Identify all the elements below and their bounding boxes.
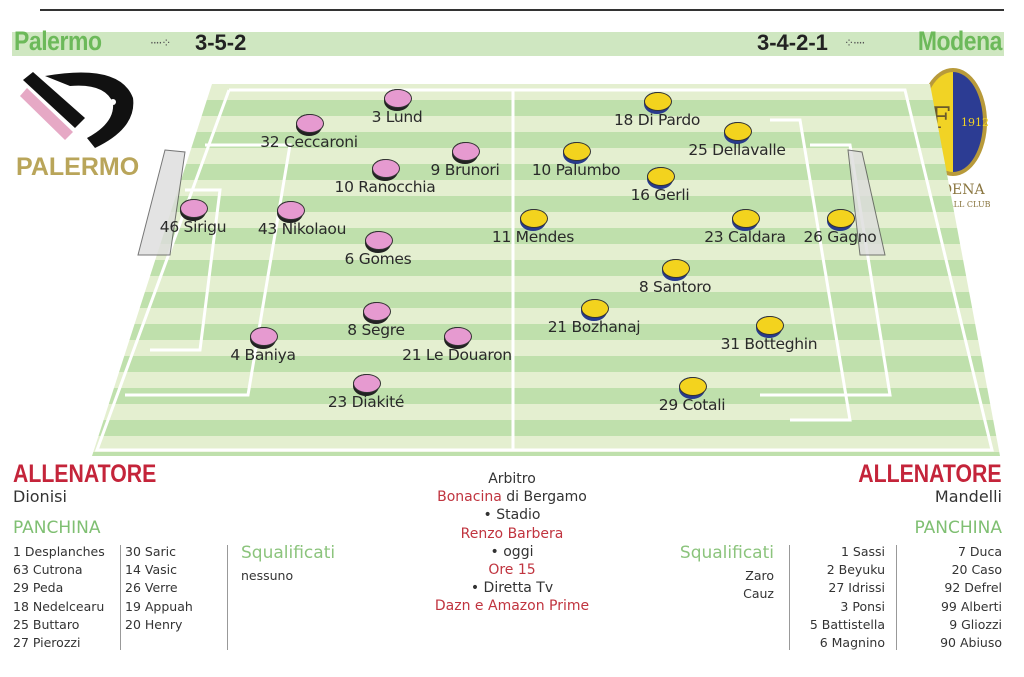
away-suspended-list: Zaro Cauz	[743, 568, 774, 602]
home-suspended-list: nessuno	[241, 568, 294, 583]
player-label: 9 Brunori	[430, 161, 500, 179]
player-marker	[384, 89, 412, 111]
away-bench-heading: PANCHINA	[914, 518, 1002, 538]
player-marker	[647, 167, 675, 189]
home-suspended-heading: Squalificati	[241, 543, 336, 563]
player-label: 6 Gomes	[344, 250, 412, 268]
divider	[789, 545, 790, 650]
player-label: 16 Gerli	[630, 186, 690, 204]
player-label: 29 Cotali	[658, 396, 726, 414]
away-suspended-heading: Squalificati	[679, 543, 774, 563]
match-info: Arbitro Bonacina di Bergamo • Stadio Ren…	[380, 470, 644, 616]
player-label: 8 Segre	[347, 321, 405, 339]
player-label: 18 Di Pardo	[613, 111, 701, 129]
player-label: 11 Mendes	[491, 228, 575, 246]
player-label: 10 Palumbo	[531, 161, 621, 179]
player-label: 10 Ranocchia	[334, 178, 436, 196]
referee-label: Arbitro	[488, 471, 536, 487]
player-marker	[180, 199, 208, 221]
away-coach: Mandelli	[934, 487, 1002, 506]
palermo-logo-text: PALERMO	[16, 153, 140, 181]
player-label: 32 Ceccaroni	[260, 133, 358, 151]
away-goal-icon	[847, 149, 886, 256]
divider	[227, 545, 228, 650]
player-marker	[520, 209, 548, 231]
player-marker	[756, 316, 784, 338]
referee-name: Bonacina	[437, 489, 502, 506]
player-marker	[452, 142, 480, 164]
referee-origin: di Bergamo	[506, 489, 587, 506]
player-marker	[679, 377, 707, 399]
away-coach-heading: ALLENATORE	[858, 460, 1002, 488]
date-label: • oggi	[490, 543, 534, 560]
home-bench-col2: 30 Saric 14 Vasic 26 Verre 19 Appuah 20 Henr…	[125, 544, 193, 632]
home-formation: 3-5-2	[195, 30, 247, 55]
player-label: 25 Dellavalle	[688, 141, 786, 159]
home-coach: Dionisi	[13, 487, 67, 506]
player-marker	[365, 231, 393, 253]
tv-label: • Diretta Tv	[470, 580, 554, 597]
player-marker	[363, 302, 391, 324]
stadium-name: Renzo Barbera	[460, 525, 564, 542]
palermo-logo	[15, 68, 140, 158]
modena-logo-subtext: FOOTBALL CLUB	[918, 200, 991, 209]
formation-arrow-icon: ····⁘	[150, 36, 171, 50]
player-marker	[644, 92, 672, 114]
top-rule	[40, 9, 1004, 11]
player-marker	[353, 374, 381, 396]
away-formation: 3-4-2-1	[757, 30, 828, 55]
player-label: 26 Gagno	[803, 228, 877, 246]
formation-arrow-icon: ⁘····	[844, 36, 865, 50]
divider	[896, 545, 897, 650]
home-bench-col1: 1 Desplanches 63 Cutrona 29 Peda 18 Nedelce…	[13, 544, 105, 651]
player-marker	[250, 327, 278, 349]
player-label: 23 Caldara	[704, 228, 786, 246]
player-marker	[732, 209, 760, 231]
away-bench-col1: 1 Sassi 2 Beyuku 27 Idrissi 3 Ponsi 5 Battis…	[809, 544, 885, 651]
player-label: 4 Baniya	[230, 346, 296, 364]
player-marker	[372, 159, 400, 181]
player-label: 3 Lund	[371, 108, 423, 126]
player-label: 23 Diakité	[327, 393, 405, 411]
player-label: 21 Bozhanaj	[547, 318, 641, 336]
tv-broadcaster: Dazn e Amazon Prime	[434, 598, 590, 615]
divider	[120, 545, 121, 650]
player-label: 46 Sirigu	[159, 218, 227, 236]
stadium-label: • Stadio	[483, 507, 541, 524]
home-bench-heading: PANCHINA	[13, 518, 101, 538]
player-marker	[581, 299, 609, 321]
player-marker	[827, 209, 855, 231]
home-goal-icon	[137, 149, 186, 256]
player-label: 43 Nikolaou	[257, 220, 347, 238]
player-label: 21 Le Douaron	[402, 346, 512, 364]
away-team-name: Modena	[917, 26, 1003, 56]
player-marker	[724, 122, 752, 144]
player-marker	[277, 201, 305, 223]
modena-logo-year: 1912	[961, 116, 989, 129]
player-label: 31 Botteghin	[720, 335, 818, 353]
player-marker	[296, 114, 324, 136]
home-coach-heading: ALLENATORE	[13, 460, 157, 488]
away-bench-col2: 7 Duca 20 Caso 92 Defrel 99 Alberti 9 Gliozz…	[940, 544, 1002, 651]
header-band	[12, 32, 1004, 56]
kickoff-time: Ore 15	[488, 562, 536, 579]
player-marker	[444, 327, 472, 349]
player-marker	[662, 259, 690, 281]
player-marker	[563, 142, 591, 164]
home-team-name: Palermo	[14, 26, 102, 56]
player-label: 8 Santoro	[638, 278, 712, 296]
